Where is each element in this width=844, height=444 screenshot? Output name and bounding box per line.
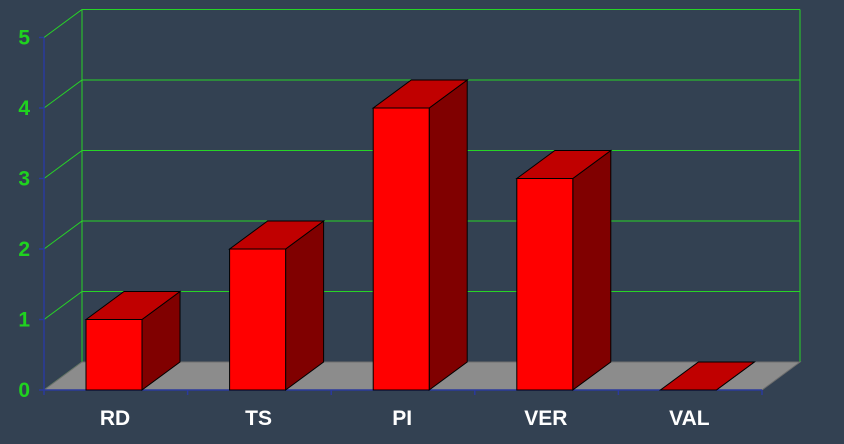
y-tick-label: 5 [18,27,30,50]
bar-side [428,79,468,391]
x-category-labels: RD TS PI VER VAL [100,407,710,430]
x-category-label: TS [245,407,272,430]
bar-top [658,361,756,391]
gridline [43,9,800,38]
x-category-label: PI [392,407,412,430]
x-category-label: VER [524,407,567,430]
x-category-label: VAL [669,407,710,430]
y-tick-label: 0 [18,379,30,402]
bar [515,149,613,391]
bar [228,220,326,391]
bar-front [372,107,430,391]
bars [84,79,756,391]
bar [84,290,182,391]
y-tick-label: 1 [18,309,30,332]
y-tick-label: 3 [18,168,30,191]
bar-side [572,149,612,391]
bar [658,361,756,391]
bar-side [285,220,325,391]
bar [371,79,469,391]
bar-front [229,248,287,391]
y-tick-label: 4 [18,97,30,120]
y-tick-labels: 0 1 2 3 4 5 [18,27,30,403]
y-tick-label: 2 [18,238,30,261]
bar-front [85,319,143,391]
bar-front [516,178,574,391]
x-category-label: RD [100,407,130,430]
